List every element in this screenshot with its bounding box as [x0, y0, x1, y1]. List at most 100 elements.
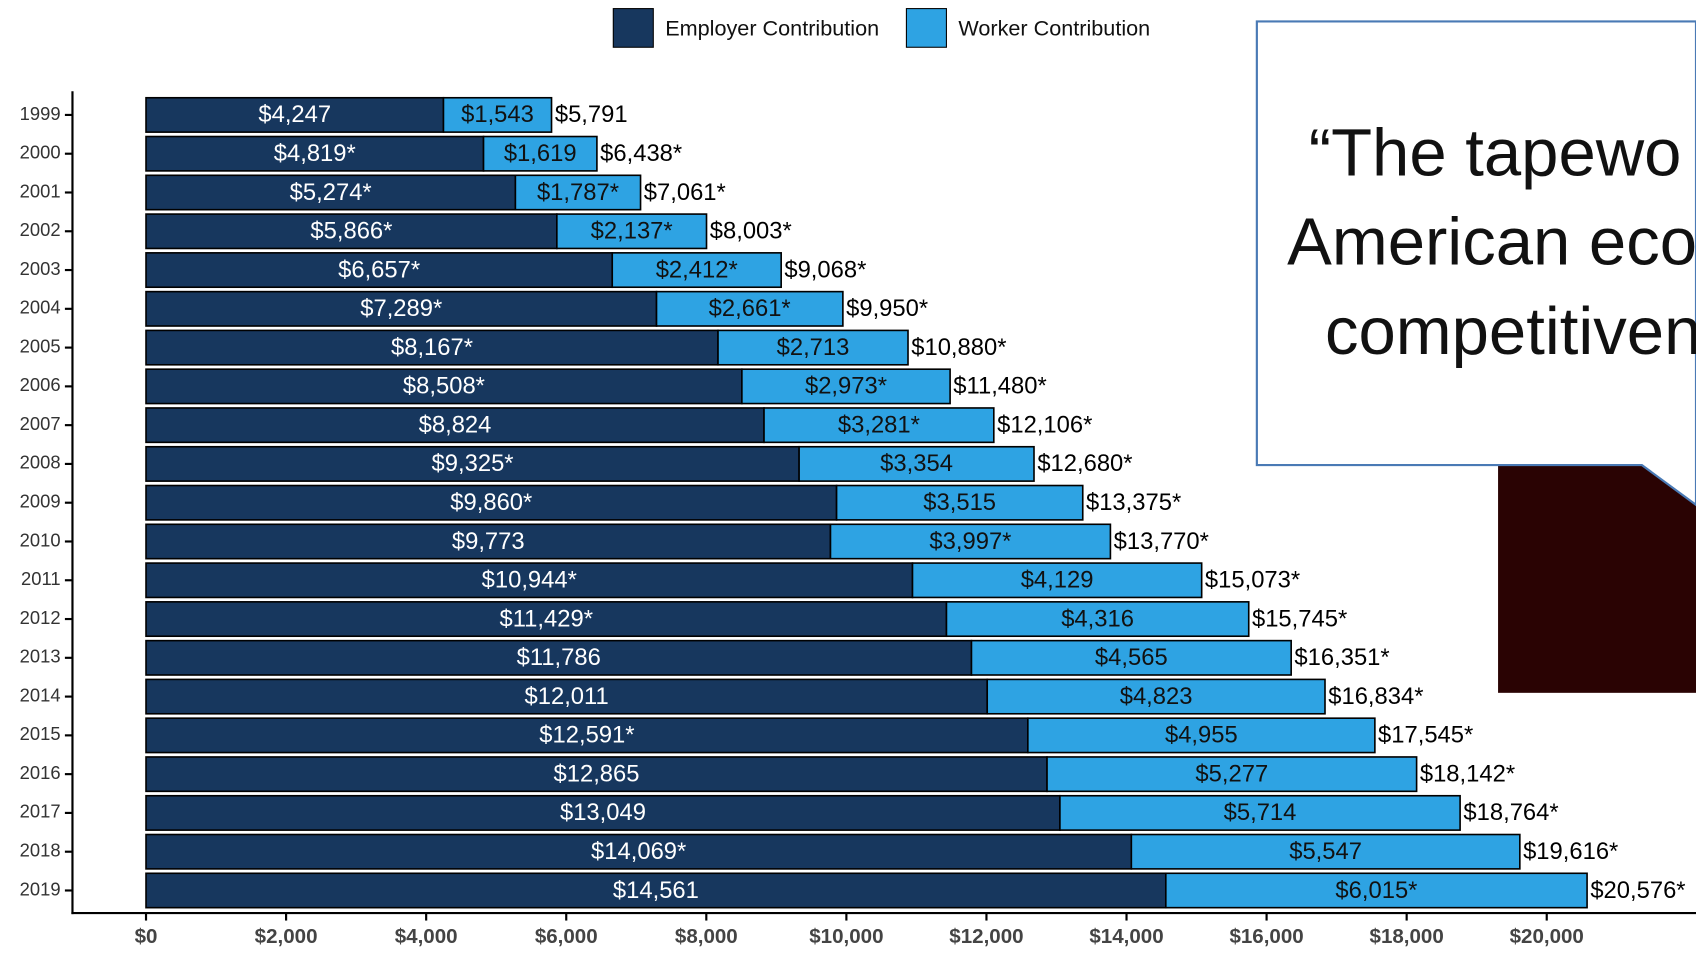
value-label: $3,281*	[838, 413, 920, 439]
y-tick-label: 2012	[20, 607, 61, 628]
legend-swatch	[613, 9, 653, 48]
value-label: $10,944*	[482, 568, 577, 594]
value-label: $2,713	[777, 335, 850, 361]
total-label: $16,834*	[1328, 684, 1423, 710]
value-label: $9,773	[452, 529, 525, 555]
value-label: $4,565	[1095, 645, 1168, 671]
background-image	[1498, 465, 1696, 693]
legend-label: Employer Contribution	[665, 16, 879, 41]
y-tick-label: 2001	[20, 180, 61, 201]
value-label: $11,429*	[500, 606, 593, 632]
x-tick-label: $14,000	[1089, 925, 1163, 948]
value-label: $14,069*	[591, 839, 686, 865]
total-label: $10,880*	[911, 335, 1006, 361]
total-label: $8,003*	[710, 219, 792, 245]
x-tick-label: $18,000	[1370, 925, 1444, 948]
value-label: $5,547	[1289, 839, 1362, 865]
value-label: $4,316	[1061, 606, 1134, 632]
value-label: $2,661*	[709, 296, 791, 322]
legend-label: Worker Contribution	[958, 16, 1150, 41]
total-label: $7,061*	[644, 180, 726, 206]
total-label: $5,791	[555, 102, 628, 128]
value-label: $2,137*	[591, 219, 673, 245]
y-tick-label: 2011	[21, 568, 61, 589]
total-label: $13,375*	[1086, 490, 1181, 516]
x-tick-label: $20,000	[1510, 925, 1584, 948]
value-label: $8,167*	[391, 335, 473, 361]
value-label: $3,515	[923, 490, 996, 516]
value-label: $7,289*	[360, 296, 442, 322]
total-label: $16,351*	[1294, 645, 1389, 671]
value-label: $8,508*	[403, 374, 485, 400]
value-label: $4,129	[1021, 568, 1094, 594]
value-label: $8,824	[419, 413, 492, 439]
total-label: $20,576*	[1590, 878, 1685, 904]
total-label: $15,073*	[1205, 568, 1300, 594]
total-label: $19,616*	[1523, 839, 1618, 865]
x-tick-label: $12,000	[949, 925, 1023, 948]
value-label: $3,997*	[929, 529, 1011, 555]
callout-line: “The tapewo	[1309, 117, 1682, 191]
y-tick-label: 2010	[20, 529, 61, 550]
y-tick-label: 2002	[20, 219, 61, 240]
y-tick-label: 2017	[20, 801, 61, 822]
total-label: $9,068*	[784, 257, 866, 283]
y-tick-label: 2016	[20, 762, 61, 783]
y-tick-label: 2000	[20, 142, 61, 163]
y-tick-label: 2014	[20, 684, 61, 705]
chart: “The tapewo American eco competitiven $0…	[0, 0, 1696, 956]
x-tick-label: $10,000	[809, 925, 883, 948]
value-label: $9,325*	[432, 451, 514, 477]
y-tick-label: 2007	[20, 413, 61, 434]
value-label: $2,973*	[805, 374, 887, 400]
total-label: $17,545*	[1378, 723, 1473, 749]
total-label: $12,680*	[1037, 451, 1132, 477]
total-label: $9,950*	[846, 296, 928, 322]
value-label: $4,955	[1165, 723, 1238, 749]
value-label: $12,011	[525, 684, 609, 710]
value-label: $5,277	[1195, 762, 1268, 788]
value-label: $4,247	[258, 102, 331, 128]
x-tick-label: $8,000	[675, 925, 738, 948]
y-tick-label: 2009	[20, 491, 61, 512]
value-label: $6,015*	[1335, 878, 1417, 904]
x-tick-label: $2,000	[255, 925, 318, 948]
x-tick-label: $4,000	[395, 925, 458, 948]
y-tick-label: 2006	[20, 374, 61, 395]
value-label: $9,860*	[450, 490, 532, 516]
total-label: $18,142*	[1420, 762, 1515, 788]
value-label: $6,657*	[338, 257, 420, 283]
x-tick-label: $6,000	[535, 925, 598, 948]
y-tick-label: 2004	[20, 297, 61, 318]
value-label: $12,591*	[539, 723, 634, 749]
page: “The tapewo American eco competitiven $0…	[0, 0, 1696, 956]
y-tick-label: 2018	[20, 840, 61, 861]
total-label: $15,745*	[1252, 606, 1347, 632]
x-tick-label: $0	[135, 925, 158, 948]
value-label: $5,274*	[290, 180, 372, 206]
total-label: $12,106*	[997, 413, 1092, 439]
x-tick-label: $16,000	[1229, 925, 1303, 948]
y-tick-label: 2015	[20, 723, 61, 744]
value-label: $4,823	[1120, 684, 1193, 710]
value-label: $4,819*	[274, 141, 356, 167]
value-label: $1,619	[504, 141, 577, 167]
y-tick-label: 2003	[20, 258, 61, 279]
value-label: $13,049	[560, 800, 646, 826]
y-tick-label: 2005	[20, 335, 61, 356]
value-label: $1,787*	[537, 180, 619, 206]
y-tick-label: 2019	[20, 878, 61, 899]
value-label: $14,561	[613, 878, 699, 904]
value-label: $2,412*	[656, 257, 738, 283]
legend-swatch	[906, 9, 946, 48]
y-tick-label: 2013	[20, 646, 61, 667]
callout-line: competitiven	[1325, 295, 1696, 369]
value-label: $5,714	[1224, 800, 1297, 826]
value-label: $11,786	[517, 645, 601, 671]
callout-line: American eco	[1287, 206, 1696, 280]
value-label: $1,543	[461, 102, 534, 128]
value-label: $3,354	[880, 451, 953, 477]
value-label: $5,866*	[310, 219, 392, 245]
total-label: $6,438*	[600, 141, 682, 167]
value-label: $12,865	[554, 762, 640, 788]
